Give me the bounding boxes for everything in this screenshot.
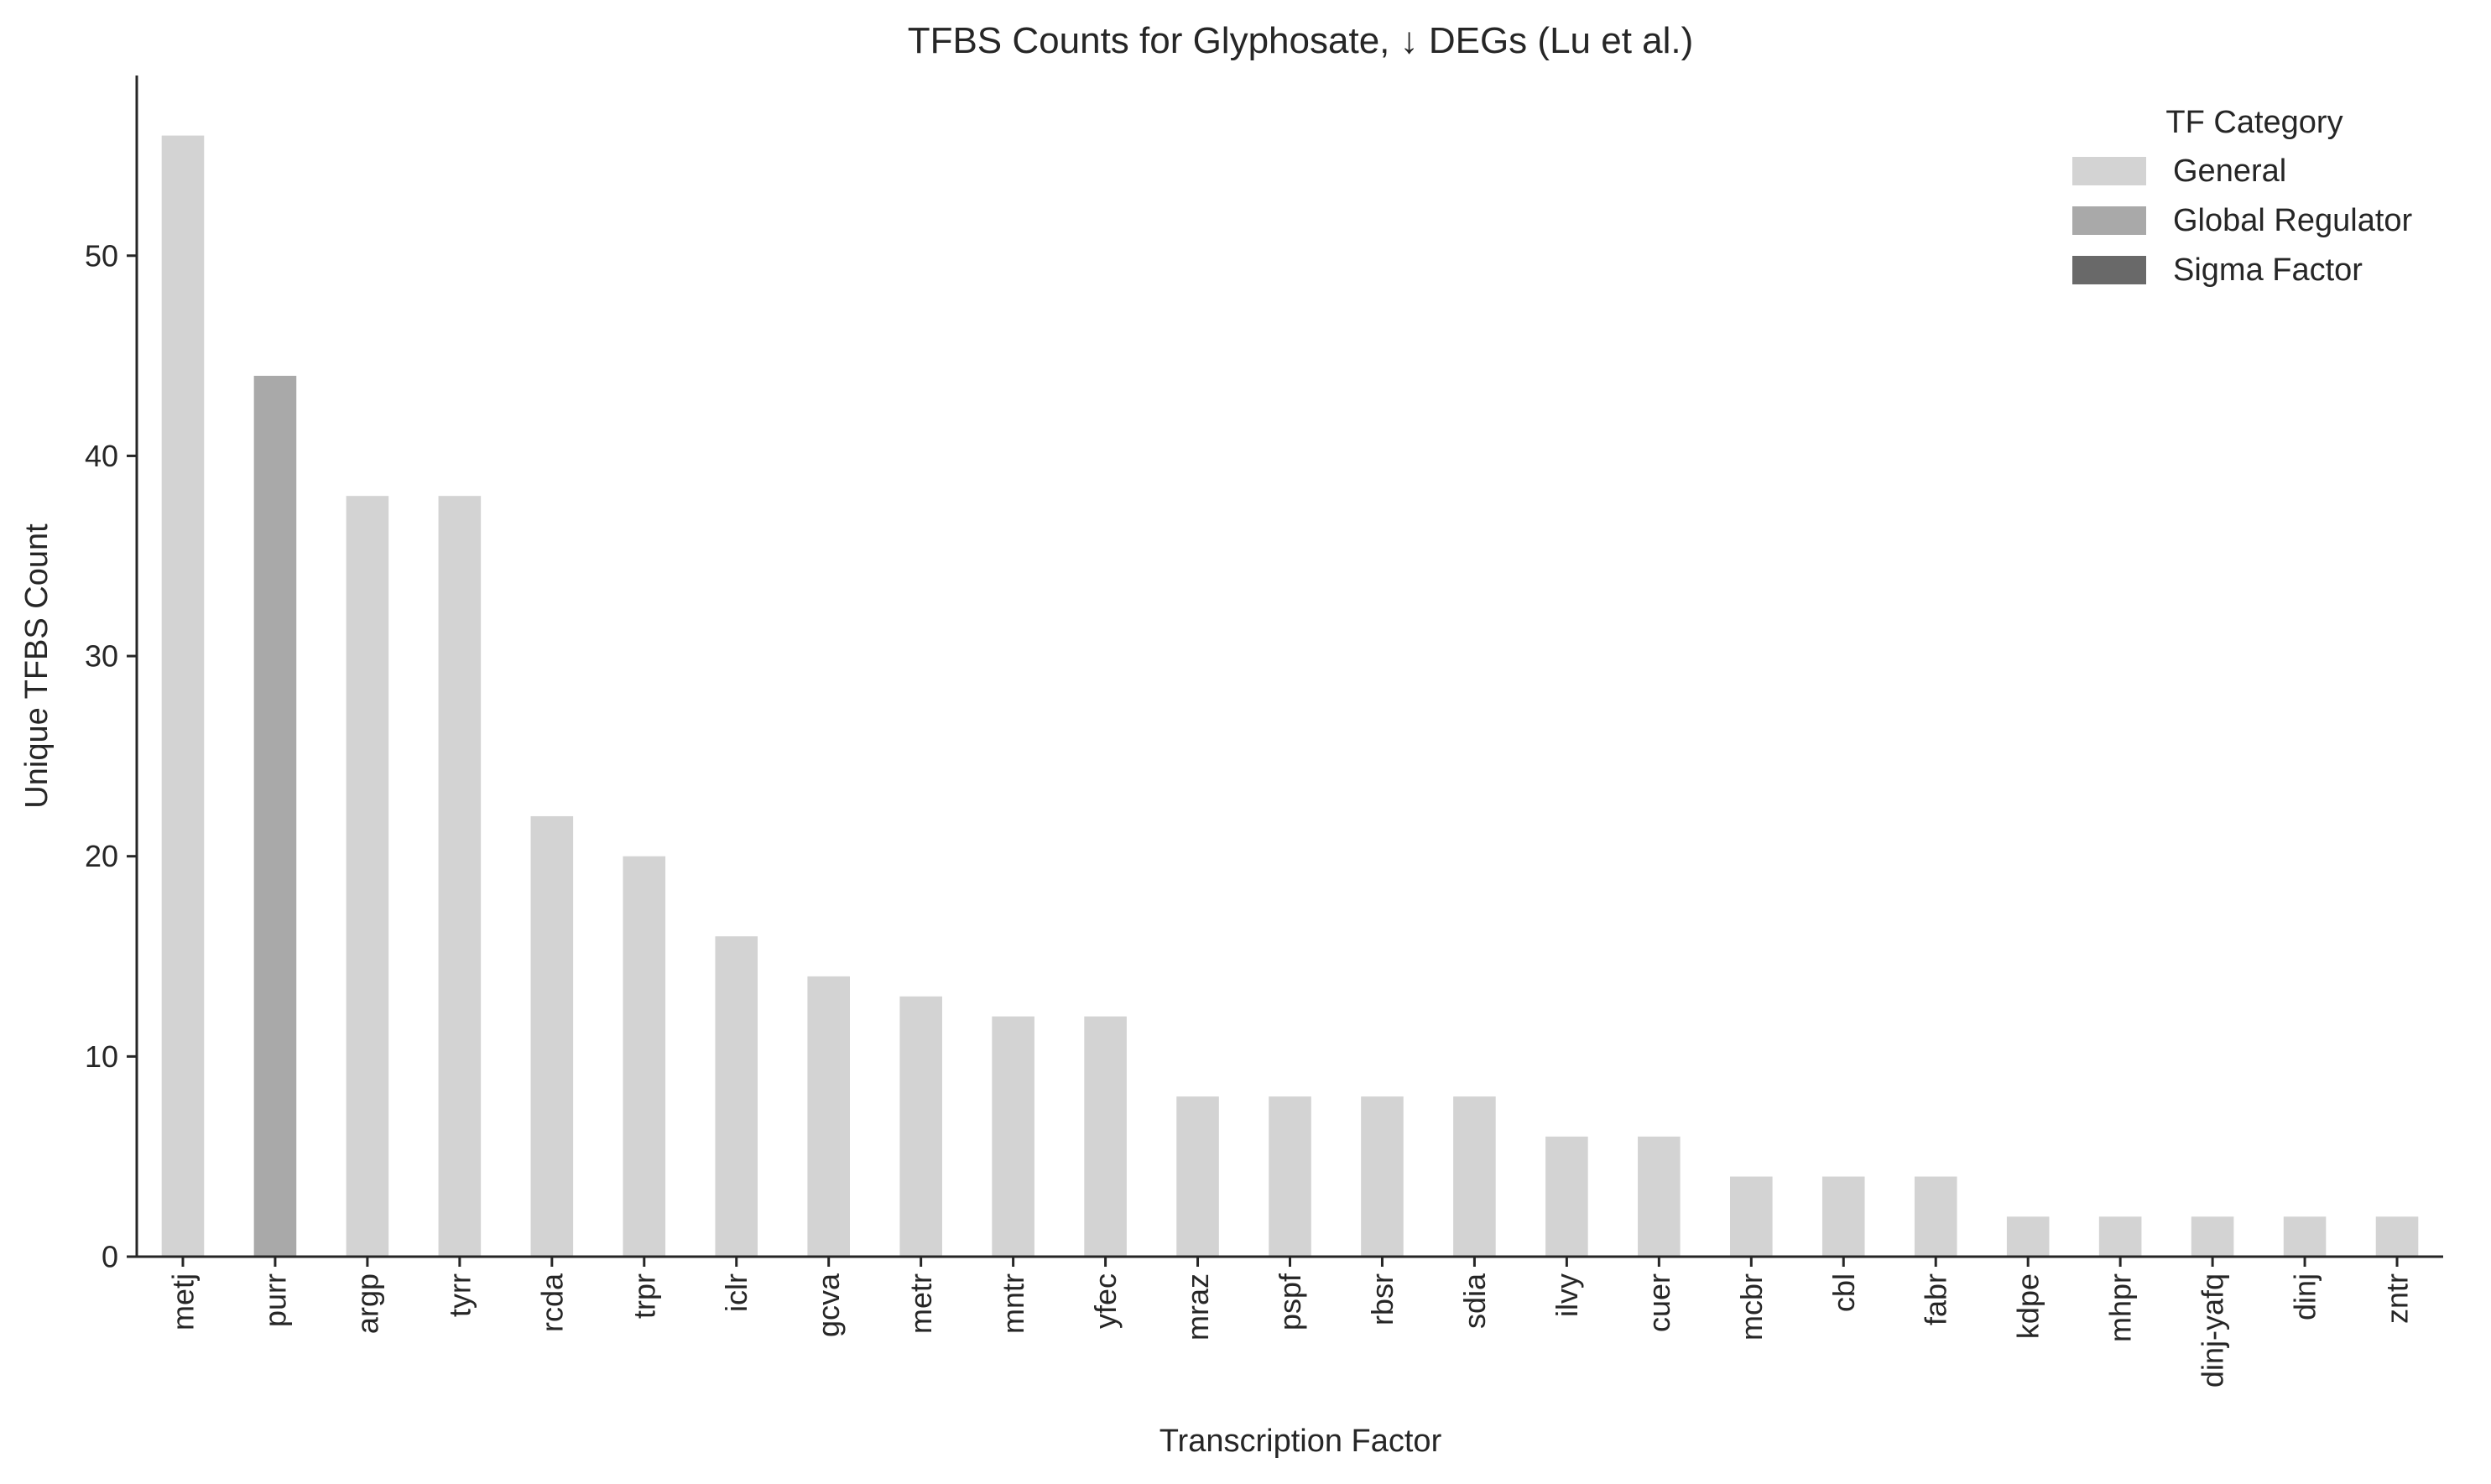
x-tick-label: metj [165,1273,200,1330]
x-tick-label: purr [258,1273,292,1327]
y-tick-label: 50 [85,238,118,273]
x-tick-label: tyrr [442,1273,477,1317]
x-tick-label: dinj [2288,1273,2322,1320]
x-tick-label: mntr [996,1273,1030,1334]
y-tick-label: 20 [85,839,118,873]
bar-mcbr [1730,1176,1773,1257]
y-tick-label: 30 [85,639,118,674]
legend-label: Global Regulator [2173,203,2413,238]
x-tick-label: cbl [1827,1273,1861,1312]
x-tick-label: fabr [1919,1273,1953,1325]
bar-ilvy [1545,1136,1588,1257]
y-axis-label: Unique TFBS Count [19,523,55,809]
x-tick-label: rbsr [1365,1273,1399,1325]
x-axis-ticks: metj purr argp tyrr rcda trpr iclr gcva metr mntr… [165,1257,2415,1388]
x-tick-label: iclr [719,1273,753,1312]
legend-swatch [2072,157,2146,185]
legend-title: TF Category [2165,105,2342,140]
x-tick-label: mcbr [1734,1273,1769,1341]
x-tick-label: trpr [627,1273,661,1319]
bar-gcva [807,976,850,1257]
x-tick-label: pspf [1273,1273,1307,1330]
legend: TF Category General Global Regulator Sigma… [2072,105,2413,288]
bar-iclr [715,936,758,1257]
bar-dinj [2283,1216,2327,1257]
x-tick-label: zntr [2380,1273,2415,1324]
bar-cuer [1638,1136,1681,1257]
bar-purr [253,375,297,1257]
bar-metr [899,996,942,1257]
bar-rbsr [1361,1096,1404,1257]
y-tick-label: 0 [102,1240,118,1274]
x-tick-label: cuer [1642,1273,1676,1332]
x-tick-label: kdpe [2011,1273,2045,1339]
x-tick-label: mraz [1180,1273,1215,1341]
bar-zntr [2375,1216,2419,1257]
bars-group [161,135,2419,1257]
legend-label: General [2173,154,2286,189]
x-tick-label: gcva [811,1273,846,1337]
bar-pspf [1269,1096,1311,1257]
legend-swatch [2072,206,2146,235]
x-tick-label: rcda [534,1273,569,1332]
bar-sdia [1453,1096,1496,1257]
y-tick-label: 40 [85,439,118,473]
bar-mntr [992,1016,1034,1257]
bar-mhpr [2098,1216,2142,1257]
x-tick-label: sdia [1457,1273,1492,1329]
x-tick-label: dinj-yafq [2196,1273,2230,1388]
y-axis-ticks: 0 10 20 30 40 50 [85,238,137,1274]
bar-trpr [623,856,666,1257]
x-tick-label: mhpr [2103,1273,2138,1342]
x-tick-label: argp [350,1273,384,1334]
legend-label: Sigma Factor [2173,253,2363,288]
chart-title: TFBS Counts for Glyphosate, ↓ DEGs (Lu e… [908,20,1694,61]
bar-cbl [1821,1176,1865,1257]
bar-argp [346,496,389,1257]
bar-rcda [530,815,574,1257]
bar-metj [161,135,205,1257]
bar-kdpe [2006,1216,2050,1257]
bar-mraz [1176,1096,1219,1257]
x-tick-label: yfec [1088,1273,1123,1329]
x-tick-label: ilvy [1550,1273,1584,1317]
y-tick-label: 10 [85,1039,118,1074]
legend-swatch [2072,256,2146,284]
bar-fabr [1914,1176,1957,1257]
bar-yfec [1084,1016,1127,1257]
bar-tyrr [438,496,482,1257]
x-axis-label: Transcription Factor [1160,1424,1442,1459]
x-tick-label: metr [904,1273,938,1334]
bar-dinj-yafq [2191,1216,2234,1257]
